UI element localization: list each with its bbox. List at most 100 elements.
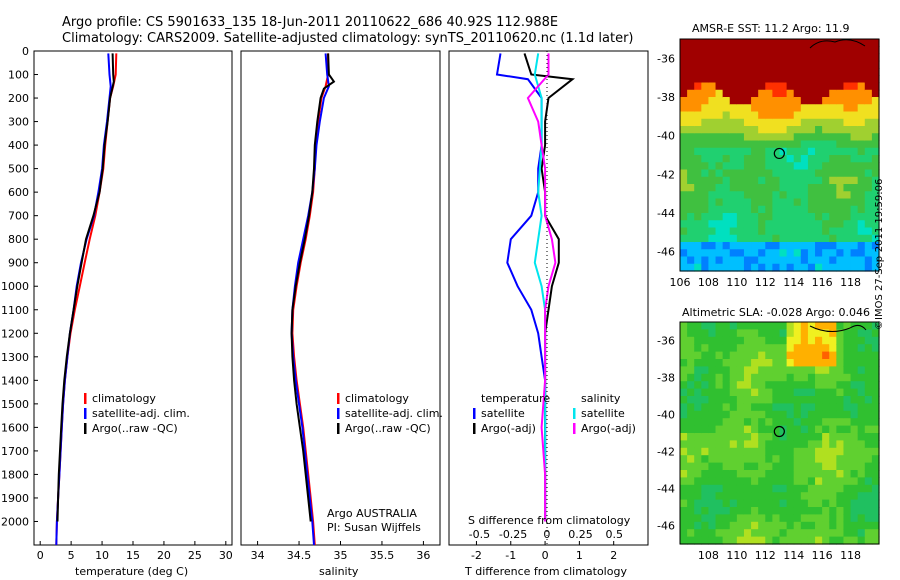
map-cell [758, 359, 766, 367]
map-cell [864, 60, 873, 69]
map-cell [800, 169, 809, 178]
map-cell [871, 425, 880, 434]
longitude-tick: 118 [840, 549, 861, 562]
map-cell [836, 234, 845, 243]
map-cell [815, 344, 823, 353]
map-cell [871, 97, 880, 105]
map-cell [822, 322, 830, 330]
map-cell [786, 46, 795, 55]
map-cell [680, 46, 688, 55]
map-cell [722, 477, 731, 486]
map-cell [836, 433, 845, 441]
map-cell [815, 336, 823, 345]
map-cell [800, 176, 809, 185]
map-cell [722, 227, 731, 236]
map-cell [793, 336, 802, 345]
map-cell [694, 373, 702, 382]
latitude-tick: -40 [657, 409, 675, 422]
map-cell [680, 140, 688, 149]
map-cell [694, 536, 702, 545]
map-cell [722, 82, 731, 91]
map-cell [758, 53, 766, 62]
map-cell [680, 205, 688, 214]
map-cell [715, 521, 724, 530]
map-cell [736, 133, 745, 142]
map-cell [836, 118, 845, 127]
map-cell [694, 418, 702, 427]
map-cell [743, 433, 752, 441]
map-cell [772, 89, 781, 98]
map-cell [751, 75, 759, 84]
map-cell [680, 410, 688, 419]
map-cell [687, 484, 695, 493]
map-cell [807, 75, 816, 84]
map-cell [822, 60, 830, 69]
x-tick-label: 20 [157, 549, 171, 562]
map-cell [807, 169, 816, 178]
map-cell [800, 234, 809, 243]
map-cell [708, 410, 717, 419]
map-cell [850, 176, 859, 185]
series-line [526, 53, 557, 522]
map-cell [779, 97, 788, 105]
map-cell [694, 126, 702, 134]
map-cell [864, 499, 873, 508]
map-cell [822, 191, 830, 200]
map-cell [850, 536, 859, 545]
series-line [56, 53, 115, 522]
map-cell [708, 418, 717, 427]
map-cell [729, 396, 738, 404]
map-cell [694, 499, 702, 508]
legend-climatology: climatology [345, 392, 409, 405]
map-cell [694, 521, 702, 530]
map-cell [793, 140, 802, 149]
map-cell [680, 507, 688, 515]
map-cell [736, 155, 745, 163]
map-cell [708, 381, 717, 390]
map-cell [694, 433, 702, 441]
map-cell [807, 205, 816, 214]
longitude-tick: 108 [698, 549, 719, 562]
map-cell [822, 140, 830, 149]
map-cell [687, 396, 695, 404]
legend-swatch-satellite [84, 408, 87, 419]
map-cell [779, 111, 788, 120]
map-cell [758, 169, 766, 178]
map-cell [694, 381, 702, 390]
map-cell [729, 53, 738, 62]
map-cell [843, 68, 852, 76]
map-cell [743, 68, 752, 76]
map-cell [722, 329, 731, 338]
map-cell [800, 198, 809, 207]
map-cell [779, 46, 788, 55]
map-cell [729, 329, 738, 338]
map-cell [758, 388, 766, 397]
map-cell [736, 329, 745, 338]
map-cell [836, 514, 845, 523]
map-cell [751, 111, 759, 120]
map-cell [715, 82, 724, 91]
map-cell [871, 147, 880, 156]
map-cell [800, 249, 809, 258]
map-cell [687, 60, 695, 69]
depth-tick-label: 1900 [1, 492, 29, 505]
map-cell [694, 133, 702, 142]
map-cell [850, 433, 859, 441]
map-cell [779, 336, 788, 345]
map-cell [743, 470, 752, 478]
map-cell [722, 484, 731, 493]
map-cell [829, 388, 837, 397]
map-cell [736, 492, 745, 501]
map-cell [836, 381, 845, 390]
map-cell [680, 162, 688, 171]
map-cell [850, 263, 859, 272]
map-cell [758, 263, 766, 272]
map-cell [751, 104, 759, 113]
map-cell [857, 514, 866, 523]
map-cell [807, 227, 816, 236]
map-cell [786, 455, 795, 464]
map-cell [736, 46, 745, 55]
map-cell [772, 191, 781, 200]
map-cell [807, 403, 816, 412]
map-cell [751, 126, 759, 134]
